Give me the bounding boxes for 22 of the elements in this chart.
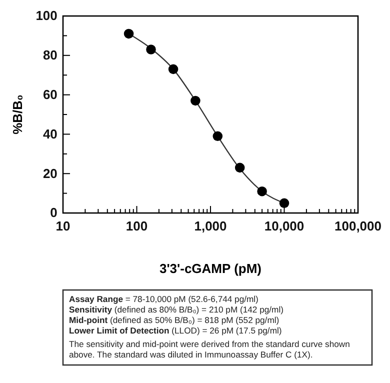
y-tick-label: 100 xyxy=(36,8,58,24)
y-tick-label: 20 xyxy=(42,166,58,181)
x-tick-label: 100,000 xyxy=(334,218,382,234)
x-tick-label: 10 xyxy=(56,218,70,234)
point xyxy=(234,162,245,173)
point xyxy=(146,44,156,54)
y-axis-title: %B/B₀ xyxy=(10,94,25,134)
point xyxy=(279,198,290,208)
x-tick-label: 100 xyxy=(126,218,148,234)
y-tick-label: 40 xyxy=(42,126,58,142)
point xyxy=(168,64,178,74)
x-axis-title: 3'3'-cGAMP (pM) xyxy=(159,261,262,276)
point xyxy=(257,186,267,196)
x-tick-label: 1,000 xyxy=(194,218,227,234)
x-tick-label: 10,000 xyxy=(264,218,304,234)
y-tick-label: 60 xyxy=(42,86,58,102)
point xyxy=(124,28,134,39)
info-box: Assay Range = 78-10,000 pM (52.6-6,744 pg/ml) Sensitivity (defined as 80% B/B₀) = 210 pM (142 pg/ml) Mid-point (defined as 50% B/B₀) = 818 pM (552 pg/ml) Lower Limit of Detection (LLOD) = 26 pM (17.5 pg/ml) The sensitivity and mid-point were derived from the standard curve shown above. The standard was diluted in Immunoassay Buffer C (1X). xyxy=(62,289,373,366)
y-tick-label: 80 xyxy=(42,48,58,63)
y-tick-label: 0 xyxy=(50,205,58,220)
point xyxy=(190,96,200,106)
point xyxy=(212,131,223,142)
